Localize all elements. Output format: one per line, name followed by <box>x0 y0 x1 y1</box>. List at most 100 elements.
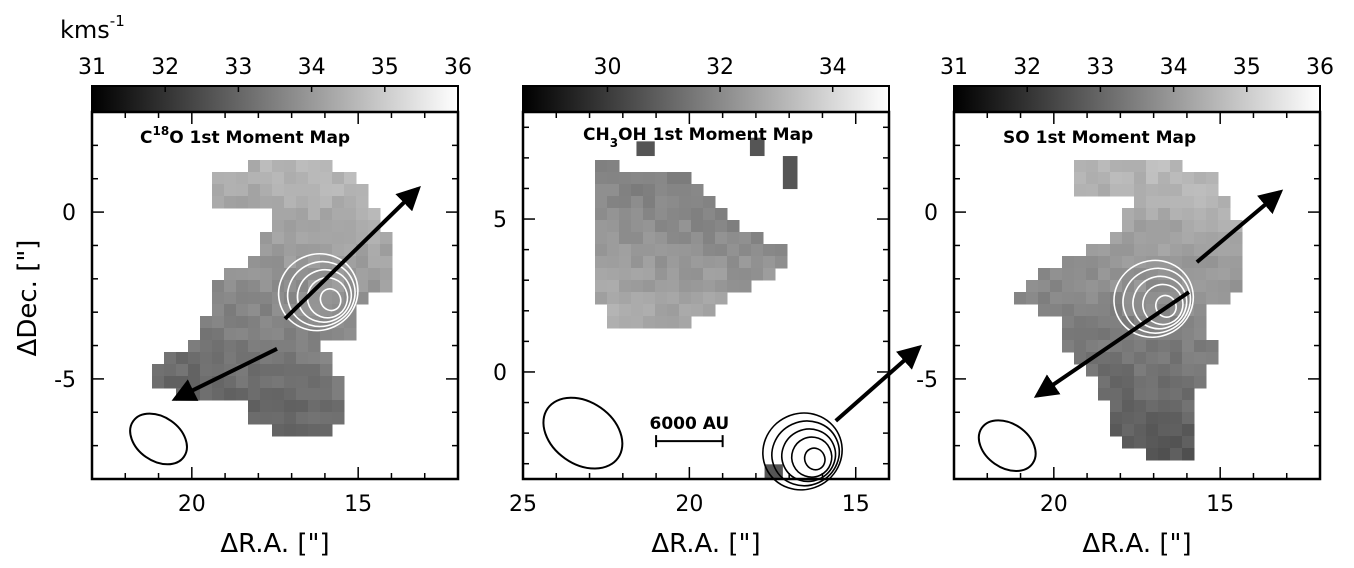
map-pixel <box>691 304 704 317</box>
map-pixel <box>260 196 273 209</box>
map-pixel <box>1062 280 1075 293</box>
map-pixel <box>344 172 357 185</box>
map-pixel <box>236 352 249 365</box>
colorbar-tick-label: 32 <box>151 55 179 80</box>
map-pixel <box>284 400 297 413</box>
map-pixel <box>1122 232 1135 245</box>
unit-exponent: -1 <box>110 12 125 30</box>
map-pixel <box>1122 436 1135 449</box>
map-pixel <box>1218 196 1231 209</box>
map-pixel <box>715 256 728 269</box>
map-pixel <box>224 352 237 365</box>
map-pixel <box>1182 256 1195 269</box>
map-pixel <box>691 268 704 281</box>
map-pixel <box>1074 292 1087 305</box>
colorbar-tick-label: 34 <box>298 55 326 80</box>
map-pixel <box>1218 292 1231 305</box>
map-pixel <box>1194 328 1207 341</box>
map-pixel <box>715 220 728 233</box>
map-pixel <box>248 400 261 413</box>
map-pixel <box>1074 328 1087 341</box>
map-pixel <box>188 364 201 377</box>
beam-ellipse <box>129 412 188 466</box>
map-pixel <box>284 352 297 365</box>
map-pixel <box>655 208 668 221</box>
map-pixel <box>607 160 620 173</box>
map-pixel <box>320 232 333 245</box>
map-pixel <box>1014 292 1027 305</box>
map-pixel <box>764 464 783 479</box>
map-pixel <box>1182 436 1195 449</box>
map-pixel <box>308 172 321 185</box>
map-pixel <box>212 184 225 197</box>
map-pixel <box>356 280 369 293</box>
map-pixel <box>1146 244 1159 257</box>
map-pixel <box>1158 436 1171 449</box>
map-pixel <box>1170 208 1183 221</box>
colorbar-tick-label: 36 <box>1306 55 1334 80</box>
map-pixel <box>1134 376 1147 389</box>
map-pixel <box>1158 448 1171 461</box>
map-pixel <box>1206 340 1219 353</box>
map-pixel <box>164 352 177 365</box>
map-pixel <box>1074 256 1087 269</box>
map-pixel <box>1110 232 1123 245</box>
map-pixel <box>368 244 381 257</box>
map-pixel <box>1158 208 1171 221</box>
map-pixel <box>212 352 225 365</box>
map-pixel <box>344 208 357 221</box>
map-pixel <box>595 244 608 257</box>
map-pixel <box>1182 268 1195 281</box>
map-pixel <box>296 232 309 245</box>
map-pixel <box>152 376 165 389</box>
map-pixel <box>248 280 261 293</box>
map-pixel <box>655 172 668 185</box>
map-pixel <box>260 376 273 389</box>
map-pixel <box>1230 244 1243 257</box>
map-pixel <box>1134 172 1147 185</box>
emission-contour <box>1132 275 1188 330</box>
colorbar-tick-label: 33 <box>1086 55 1114 80</box>
map-pixel <box>1194 352 1207 365</box>
map-pixel <box>296 244 309 257</box>
map-pixel <box>1098 388 1111 401</box>
map-pixel <box>1146 256 1159 269</box>
map-pixel <box>308 400 321 413</box>
y-tick-label: -5 <box>54 368 76 393</box>
map-pixel <box>248 184 261 197</box>
map-pixel <box>619 244 632 257</box>
map-pixel <box>236 280 249 293</box>
map-pixel <box>284 388 297 401</box>
map-pixel <box>320 364 333 377</box>
map-pixel <box>763 256 776 269</box>
map-pixel <box>1158 316 1171 329</box>
map-pixel <box>1134 388 1147 401</box>
outflow-arrow-red <box>283 185 421 321</box>
y-tick-label: 0 <box>924 201 938 226</box>
map-pixel <box>1218 268 1231 281</box>
map-pixel <box>739 268 752 281</box>
map-pixel <box>1086 316 1099 329</box>
map-pixel <box>332 172 345 185</box>
map-pixel <box>667 172 680 185</box>
map-pixel <box>1098 328 1111 341</box>
map-pixel <box>1098 184 1111 197</box>
axes-c18o: 20 15 0 -5 <box>54 111 459 517</box>
map-pixel <box>1038 280 1051 293</box>
map-pixel <box>176 364 189 377</box>
map-pixel <box>212 340 225 353</box>
map-pixel <box>679 304 692 317</box>
map-pixel <box>1134 196 1147 209</box>
panel-c18o: 31 32 33 34 35 36 20 15 0 -5 C18O 1st Moment Map <box>54 55 472 517</box>
map-pixel <box>1086 304 1099 317</box>
map-pixel <box>607 292 620 305</box>
map-pixel <box>1170 184 1183 197</box>
map-pixel <box>320 376 333 389</box>
map-pixel <box>260 364 273 377</box>
map-pixel <box>1158 280 1171 293</box>
map-pixel <box>1038 268 1051 281</box>
map-pixel <box>1062 292 1075 305</box>
map-pixel <box>308 376 321 389</box>
map-pixel <box>782 156 798 190</box>
